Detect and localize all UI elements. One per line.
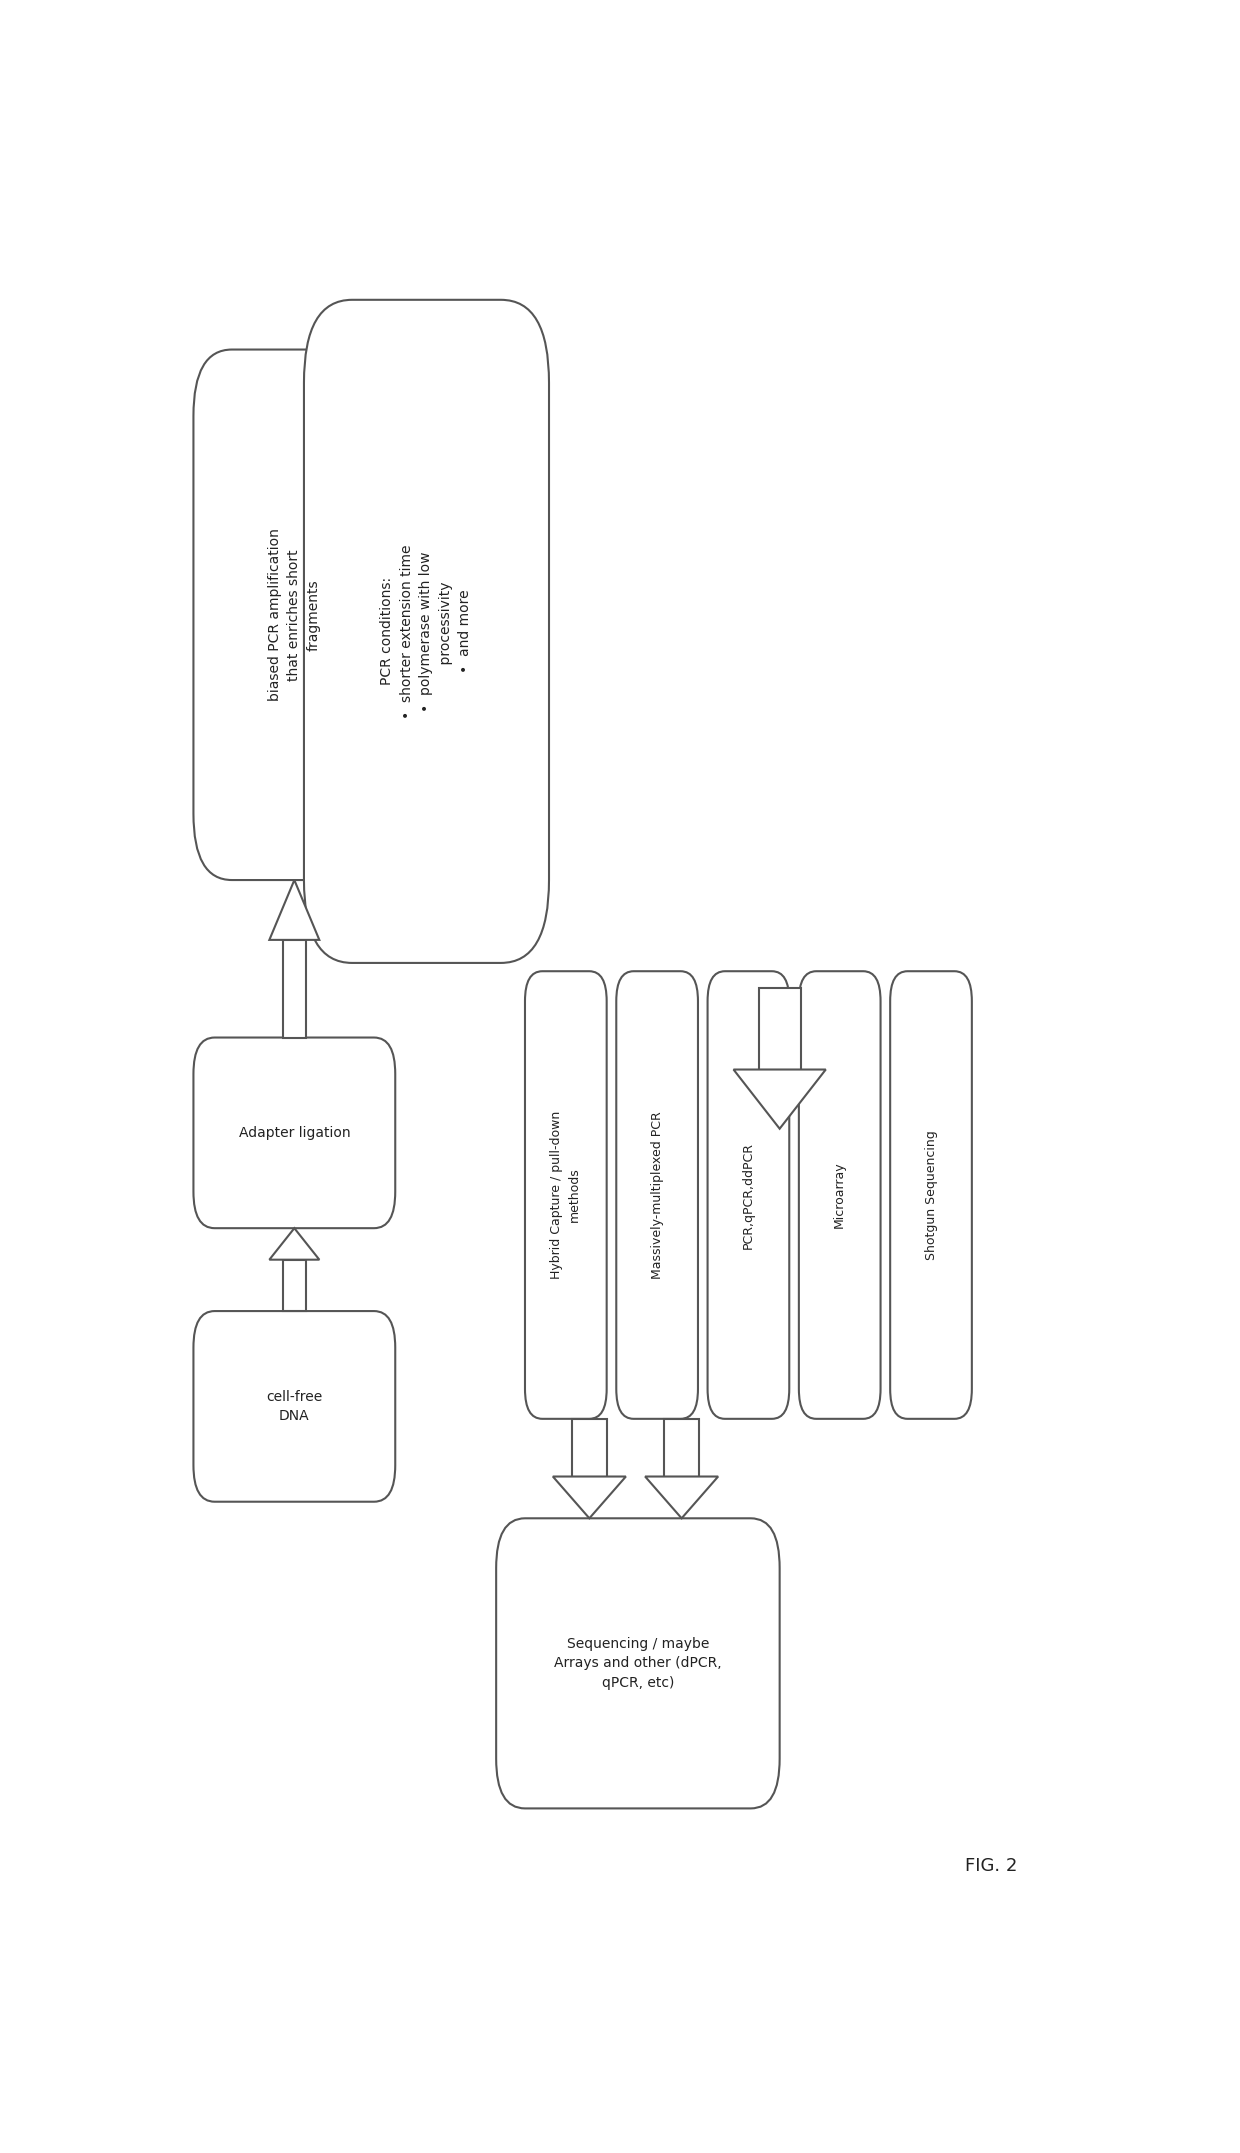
FancyBboxPatch shape bbox=[525, 971, 606, 1419]
FancyBboxPatch shape bbox=[708, 971, 789, 1419]
Polygon shape bbox=[283, 941, 306, 1038]
Text: Sequencing / maybe
Arrays and other (dPCR,
qPCR, etc): Sequencing / maybe Arrays and other (dPC… bbox=[554, 1636, 722, 1690]
FancyBboxPatch shape bbox=[304, 299, 549, 962]
FancyBboxPatch shape bbox=[193, 1311, 396, 1503]
Text: FIG. 2: FIG. 2 bbox=[965, 1858, 1017, 1875]
Text: biased PCR amplification
that enriches short
fragments: biased PCR amplification that enriches s… bbox=[268, 527, 321, 702]
FancyBboxPatch shape bbox=[799, 971, 880, 1419]
Text: PCR,qPCR,ddPCR: PCR,qPCR,ddPCR bbox=[742, 1141, 755, 1249]
Polygon shape bbox=[572, 1419, 606, 1477]
Text: PCR conditions:
•  shorter extension time
•  polymerase with low
    processivit: PCR conditions: • shorter extension time… bbox=[381, 545, 472, 719]
Text: Microarray: Microarray bbox=[833, 1163, 846, 1229]
Text: Massively-multiplexed PCR: Massively-multiplexed PCR bbox=[651, 1111, 663, 1279]
Polygon shape bbox=[645, 1477, 718, 1518]
Polygon shape bbox=[665, 1419, 699, 1477]
Polygon shape bbox=[283, 1260, 306, 1311]
FancyBboxPatch shape bbox=[193, 349, 396, 881]
FancyBboxPatch shape bbox=[193, 1038, 396, 1227]
FancyBboxPatch shape bbox=[890, 971, 972, 1419]
FancyBboxPatch shape bbox=[616, 971, 698, 1419]
Polygon shape bbox=[734, 1070, 826, 1128]
FancyBboxPatch shape bbox=[496, 1518, 780, 1809]
Text: cell-free
DNA: cell-free DNA bbox=[267, 1389, 322, 1423]
Polygon shape bbox=[269, 881, 320, 941]
Text: Shotgun Sequencing: Shotgun Sequencing bbox=[925, 1130, 937, 1260]
Polygon shape bbox=[269, 1227, 320, 1260]
Polygon shape bbox=[759, 988, 801, 1070]
Polygon shape bbox=[553, 1477, 626, 1518]
Text: Adapter ligation: Adapter ligation bbox=[238, 1126, 350, 1139]
Text: Hybrid Capture / pull-down
methods: Hybrid Capture / pull-down methods bbox=[551, 1111, 582, 1279]
